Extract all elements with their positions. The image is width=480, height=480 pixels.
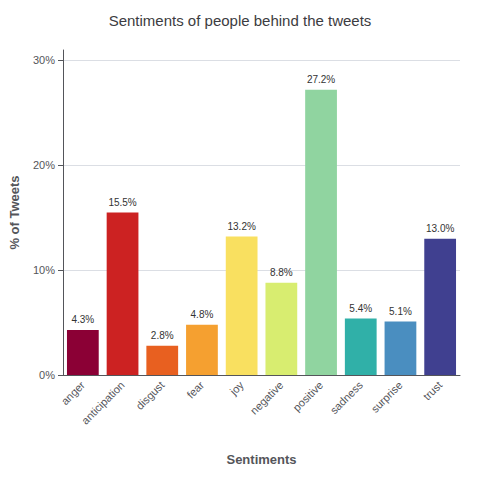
- svg-text:10%: 10%: [33, 264, 55, 276]
- svg-text:5.4%: 5.4%: [349, 303, 372, 314]
- svg-text:13.2%: 13.2%: [227, 221, 255, 232]
- svg-text:disgust: disgust: [133, 379, 166, 412]
- svg-text:8.8%: 8.8%: [270, 267, 293, 278]
- svg-text:positive: positive: [290, 379, 325, 414]
- svg-text:Sentiments of people behind th: Sentiments of people behind the tweets: [109, 12, 372, 29]
- svg-text:anticipation: anticipation: [79, 379, 127, 427]
- svg-text:13.0%: 13.0%: [426, 223, 454, 234]
- svg-text:2.8%: 2.8%: [151, 330, 174, 341]
- svg-text:negative: negative: [248, 379, 286, 417]
- svg-text:fear: fear: [184, 379, 206, 401]
- svg-text:anger: anger: [59, 379, 88, 408]
- svg-text:Sentiments: Sentiments: [226, 452, 296, 467]
- svg-text:% of Tweets: % of Tweets: [7, 175, 22, 249]
- svg-text:trust: trust: [421, 379, 445, 403]
- svg-text:surprise: surprise: [369, 379, 405, 415]
- svg-text:0%: 0%: [39, 369, 55, 381]
- svg-text:5.1%: 5.1%: [389, 306, 412, 317]
- svg-text:27.2%: 27.2%: [307, 74, 335, 85]
- svg-text:joy: joy: [227, 378, 246, 397]
- svg-text:4.3%: 4.3%: [71, 314, 94, 325]
- svg-text:15.5%: 15.5%: [108, 197, 136, 208]
- svg-text:20%: 20%: [33, 159, 55, 171]
- svg-text:4.8%: 4.8%: [191, 309, 214, 320]
- svg-text:30%: 30%: [33, 54, 55, 66]
- svg-text:sadness: sadness: [328, 378, 366, 416]
